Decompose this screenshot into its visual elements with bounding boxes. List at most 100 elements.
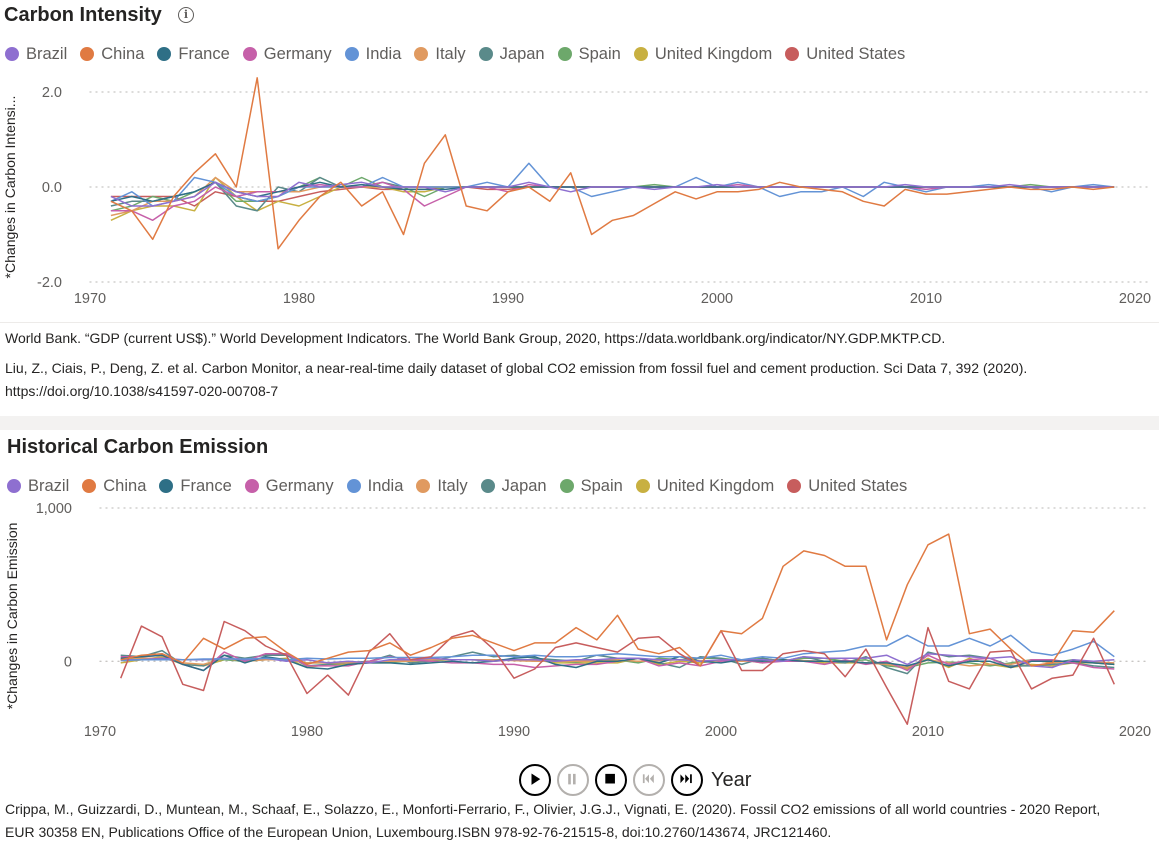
legend-dot (785, 47, 800, 61)
legend-dot (633, 47, 648, 61)
historical-emission-legend: Brazil China France Germany India Italy Japan S… (7, 475, 920, 497)
series-line-china[interactable] (120, 533, 1115, 667)
legend-item-united-states[interactable]: United States (787, 477, 907, 496)
panel-divider (0, 322, 1159, 323)
source-carbon-monitor: Liu, Z., Ciais, P., Deng, Z. et al. Carb… (5, 360, 1028, 376)
legend-item-spain[interactable]: Spain (559, 476, 623, 496)
y-tick-label: 2.0 (42, 85, 62, 101)
legend-item-brazil[interactable]: Brazil (5, 45, 67, 64)
legend-item-germany[interactable]: Germany (242, 44, 332, 64)
legend-item-india[interactable]: India (344, 44, 402, 64)
legend-item-spain[interactable]: Spain (557, 44, 621, 64)
x-tick-label: 2000 (705, 724, 737, 740)
legend-dot (414, 47, 429, 61)
series-line-brazil[interactable] (120, 652, 1115, 669)
legend-item-france[interactable]: France (159, 477, 232, 496)
legend-dot (5, 47, 19, 61)
legend-label: United Kingdom (654, 44, 773, 63)
legend-label: France (178, 44, 230, 63)
legend-item-germany[interactable]: Germany (244, 476, 334, 496)
play-button[interactable] (519, 764, 551, 796)
legend-label: United States (806, 44, 906, 63)
stop-button[interactable] (595, 764, 627, 796)
legend-dot (159, 479, 174, 493)
legend-label: Japan (501, 476, 547, 495)
legend-dot (157, 47, 172, 61)
legend-label: United Kingdom (656, 476, 775, 495)
legend-dot (80, 47, 95, 61)
legend-item-japan[interactable]: Japan (478, 45, 545, 64)
legend-dot (635, 479, 650, 493)
series-line-united-kingdom[interactable] (110, 176, 1115, 221)
legend-dot (416, 479, 431, 493)
legend-dot (559, 479, 574, 493)
legend-item-italy[interactable]: Italy (416, 477, 468, 496)
previous-button[interactable] (633, 764, 665, 796)
legend-label: Italy (435, 44, 466, 63)
series-line-brazil[interactable] (110, 181, 1115, 207)
legend-dot (242, 47, 257, 61)
play-axis-controls: Year (519, 764, 751, 796)
legend-item-united-kingdom[interactable]: United Kingdom (635, 476, 775, 496)
historical-emission-chart: 0 1,000 1970 1980 1990 2000 2010 2020 *Changes i… (4, 501, 1151, 740)
series-line-japan[interactable] (110, 176, 1115, 212)
previous-icon (642, 774, 654, 784)
y-tick-label: 0.0 (42, 180, 62, 196)
x-tick-label: 2010 (910, 291, 942, 307)
legend-dot (346, 479, 361, 493)
legend-label: China (103, 476, 147, 495)
carbon-intensity-legend: Brazil China France Germany India Italy Japan S… (5, 43, 918, 65)
x-tick-label: 1970 (74, 291, 106, 307)
source-world-bank: World Bank. “GDP (current US$).” World D… (5, 330, 946, 346)
x-tick-label: 2020 (1119, 291, 1151, 307)
legend-label: Germany (265, 476, 334, 495)
legend-label: India (365, 44, 402, 63)
y-tick-label: 0 (64, 654, 72, 670)
source-crippa-line1: Crippa, M., Guizzardi, D., Muntean, M., … (5, 801, 1101, 817)
y-tick-label: -2.0 (37, 275, 62, 291)
legend-label: Brazil (26, 44, 68, 63)
x-tick-label: 1990 (498, 724, 530, 740)
carbon-intensity-title: Carbon Intensity (4, 4, 162, 26)
info-icon[interactable]: i (178, 7, 194, 23)
series-line-united-states[interactable] (120, 620, 1115, 725)
legend-item-japan[interactable]: Japan (480, 476, 547, 496)
x-tick-label: 1980 (283, 291, 315, 307)
y-tick-label: 1,000 (36, 501, 72, 517)
pause-button[interactable] (557, 764, 589, 796)
legend-item-united-states[interactable]: United States (785, 45, 905, 64)
legend-label: Brazil (28, 476, 70, 495)
legend-label: Germany (263, 44, 332, 63)
y-axis-title: *Changes in Carbon Emission (4, 523, 20, 710)
legend-label: United States (808, 476, 908, 495)
series-line-united-kingdom[interactable] (120, 655, 1115, 670)
legend-item-united-kingdom[interactable]: United Kingdom (633, 44, 773, 64)
carbon-intensity-chart: -2.0 0.0 2.0 1970 1980 1990 2000 2010 2020 *Chang… (2, 77, 1151, 307)
x-tick-label: 1970 (84, 724, 116, 740)
x-tick-label: 2000 (701, 291, 733, 307)
next-button[interactable] (671, 764, 703, 796)
legend-dot (244, 479, 259, 493)
stop-icon (605, 773, 615, 784)
legend-item-china[interactable]: China (82, 477, 146, 496)
historical-emission-visual: Historical Carbon Emission Brazil China Fr… (0, 430, 1159, 847)
x-tick-label: 2010 (912, 724, 944, 740)
legend-item-italy[interactable]: Italy (414, 44, 466, 64)
pause-icon (568, 773, 576, 785)
legend-dot (82, 479, 97, 493)
legend-item-india[interactable]: India (346, 477, 403, 496)
legend-item-france[interactable]: France (157, 44, 230, 64)
legend-dot (344, 47, 359, 61)
series-line-china[interactable] (110, 77, 1115, 250)
legend-label: Spain (578, 44, 621, 63)
legend-dot (478, 47, 493, 61)
x-tick-label: 1990 (492, 291, 524, 307)
play-axis-label: Year (711, 768, 752, 791)
series-line-india[interactable] (120, 634, 1115, 662)
series-line-india[interactable] (110, 162, 1115, 207)
legend-item-brazil[interactable]: Brazil (7, 477, 69, 496)
legend-label: Spain (580, 476, 623, 495)
play-icon (531, 773, 541, 785)
legend-item-china[interactable]: China (80, 45, 144, 64)
x-tick-label: 2020 (1119, 724, 1151, 740)
